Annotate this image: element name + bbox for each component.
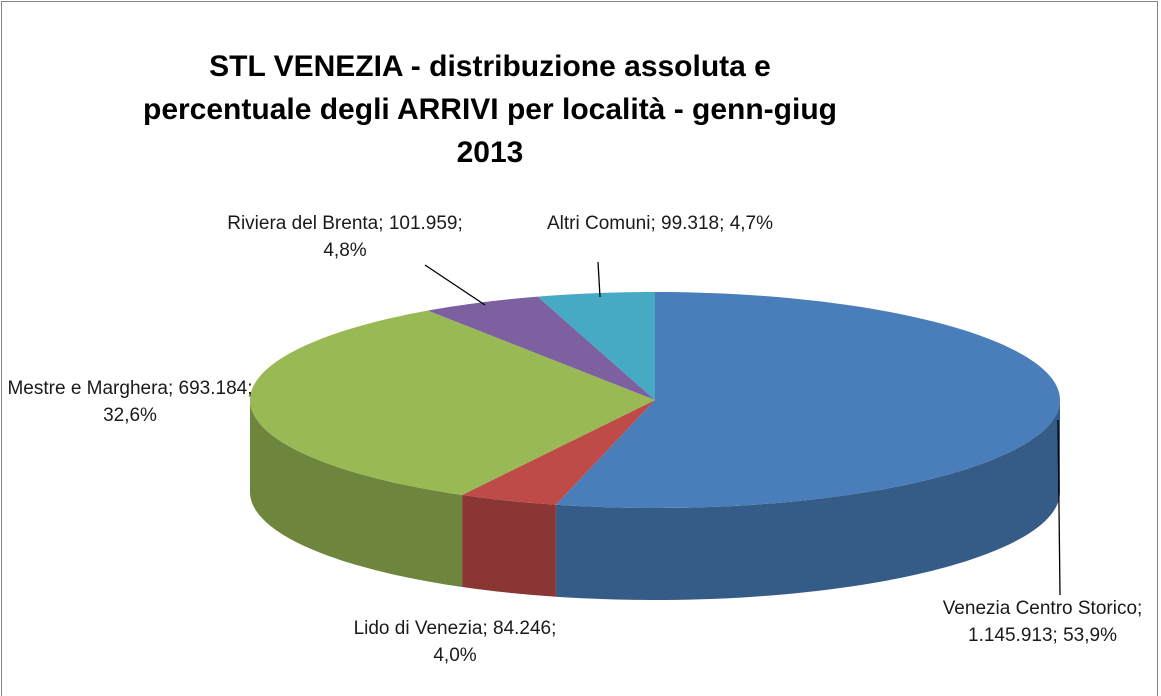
pie-slice <box>462 400 655 505</box>
pie-slice <box>250 310 655 495</box>
data-label: Riviera del Brenta101.959 4,8% <box>225 210 465 264</box>
pie-side <box>555 400 1060 600</box>
data-label: Mestre e Marghera693.184 32,6% <box>0 375 260 429</box>
pie-slice <box>537 292 655 400</box>
label-category: Riviera del Brenta <box>227 213 389 234</box>
leader-line <box>424 264 486 306</box>
label-category: Altri Comuni <box>547 213 661 234</box>
label-percent: 32,6% <box>103 405 157 426</box>
chart-title: STL VENEZIA - distribuzione assoluta e p… <box>143 50 837 169</box>
pie-side <box>250 400 463 587</box>
label-value: 84.246 <box>493 618 556 639</box>
label-category: Lido di Venezia <box>354 618 493 639</box>
label-value: 1.145.913 <box>968 625 1063 646</box>
label-category: Mestre e Marghera <box>7 378 178 399</box>
label-percent: 4,8% <box>323 240 367 261</box>
label-percent: 53,9% <box>1063 625 1117 646</box>
label-value: 693.184 <box>179 378 253 399</box>
label-percent: 4,0% <box>433 645 477 666</box>
label-value: 99.318 <box>661 213 730 234</box>
pie-slice <box>555 292 1060 508</box>
data-label: Venezia Centro Storico 1.145.91353,9% <box>930 595 1155 649</box>
pie-slice <box>427 296 655 400</box>
label-percent: 4,7% <box>729 213 774 234</box>
data-label: Altri Comuni99.3184,7% <box>545 210 775 237</box>
data-label: Lido di Venezia84.246 4,0% <box>340 615 570 669</box>
label-category: Venezia Centro Storico <box>943 598 1143 619</box>
pie-side <box>462 494 556 597</box>
leader-line <box>1057 419 1061 596</box>
label-value: 101.959 <box>389 213 463 234</box>
leader-line <box>597 261 601 298</box>
